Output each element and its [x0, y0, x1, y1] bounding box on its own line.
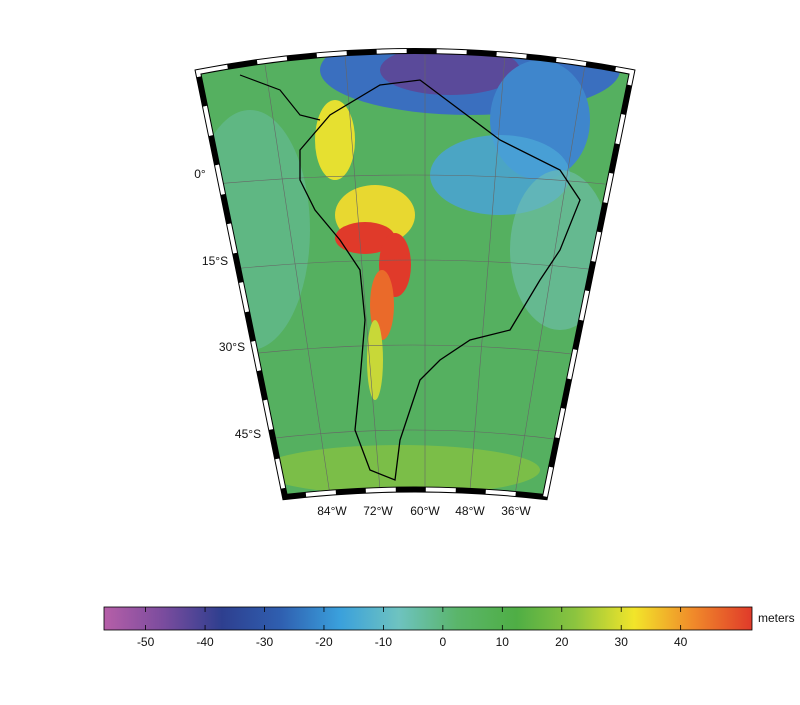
colorbar-tick-label: -10: [375, 635, 393, 649]
colorbar-tick-label: 10: [496, 635, 510, 649]
colorbar-tick-label: 40: [674, 635, 688, 649]
colorbar-tick-label: 30: [615, 635, 629, 649]
map-field: [198, 51, 632, 497]
colorbar-tick-label: 0: [440, 635, 447, 649]
lat-label: 0°: [194, 167, 206, 181]
lon-label: 72°W: [363, 504, 393, 518]
graticule: [204, 51, 616, 496]
coastline: [299, 79, 581, 481]
lat-label: 15°S: [202, 254, 228, 268]
lon-label: 84°W: [317, 504, 347, 518]
colorbar: [103, 606, 753, 631]
lon-label: 48°W: [455, 504, 485, 518]
colorbar-tick-label: -20: [315, 635, 333, 649]
lon-label: 60°W: [410, 504, 440, 518]
lon-label: 36°W: [501, 504, 531, 518]
central-america: [239, 74, 321, 121]
axis-labels: 0° 15°S 30°S 45°S 84°W 72°W 60°W 48°W 36°W: [194, 167, 531, 518]
colorbar-tick-label: -30: [256, 635, 274, 649]
colorbar-tick-label: -50: [137, 635, 155, 649]
colorbar-tick-label: -40: [196, 635, 214, 649]
frame-ticks: [195, 49, 635, 500]
lat-label: 45°S: [235, 427, 261, 441]
colorbar-tick-label: 20: [555, 635, 569, 649]
colorbar-unit: meters: [758, 611, 795, 625]
lat-label: 30°S: [219, 340, 245, 354]
